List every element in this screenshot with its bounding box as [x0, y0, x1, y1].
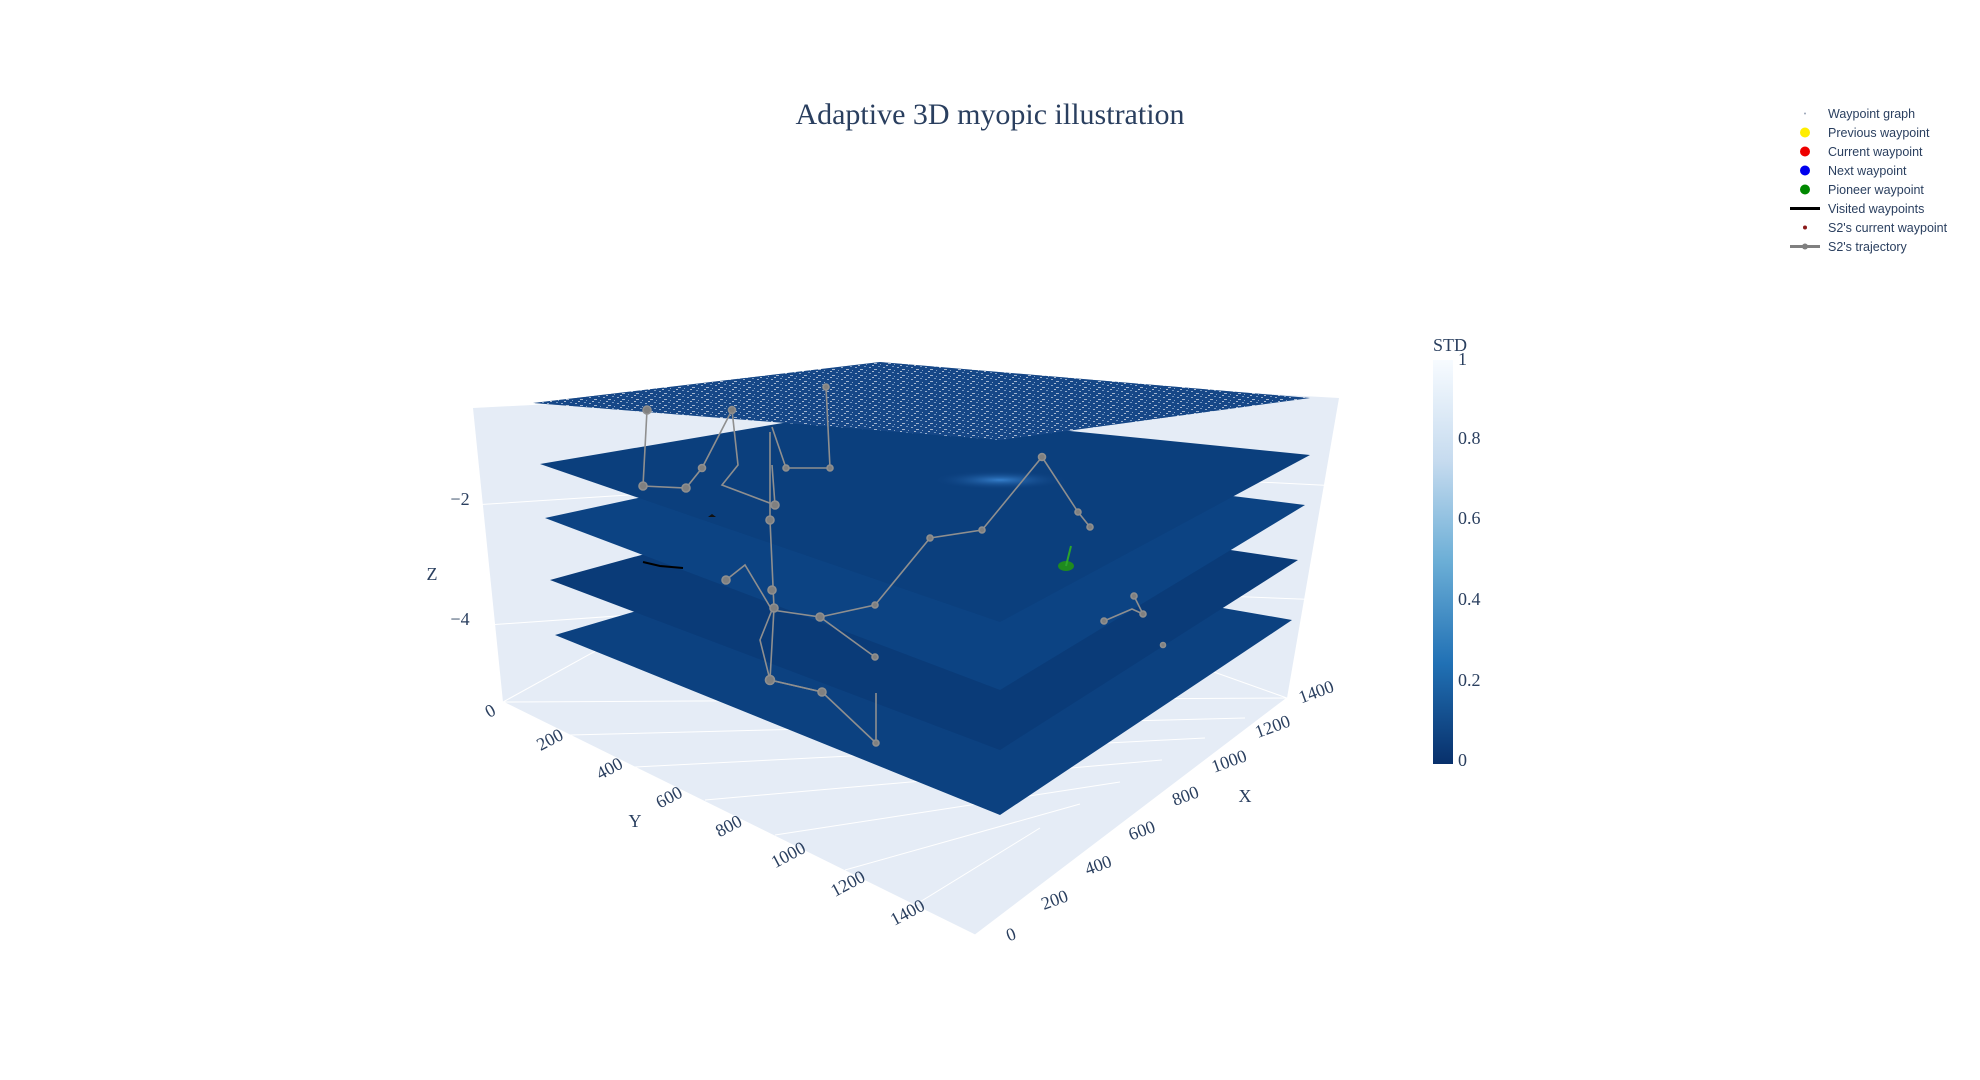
legend-label: Pioneer waypoint — [1828, 182, 1924, 197]
legend-label: Waypoint graph — [1828, 106, 1916, 121]
x-tick-label: 800 — [1169, 782, 1201, 810]
z-axis-title: Z — [427, 564, 438, 584]
colorbar — [1433, 360, 1453, 764]
legend-swatch — [1788, 161, 1822, 180]
colorbar-title: STD — [1433, 335, 1468, 355]
s2-trajectory — [638, 383, 1167, 747]
legend-item[interactable]: S2's trajectory — [1788, 237, 1947, 256]
pioneer-waypoint — [1058, 545, 1074, 571]
colorbar-tick: 0.6 — [1458, 508, 1481, 528]
legend-label: S2's current waypoint — [1828, 220, 1948, 235]
colorbar-tick: 0.8 — [1458, 428, 1481, 448]
x-tick-label: 200 — [1038, 886, 1070, 914]
chart-title: Adaptive 3D myopic illustration — [795, 98, 1185, 131]
legend-label: Previous waypoint — [1828, 125, 1930, 140]
x-tick-label: 400 — [1082, 851, 1114, 879]
legend-item[interactable]: Next waypoint — [1788, 161, 1947, 180]
x-axis-title: X — [1239, 786, 1252, 806]
x-tick-label: 600 — [1126, 816, 1158, 844]
colorbar-tick: 0 — [1458, 750, 1467, 770]
legend-swatch — [1788, 218, 1822, 237]
y-tick-label: 0 — [482, 700, 499, 722]
legend-label: S2's trajectory — [1828, 239, 1907, 254]
legend-swatch — [1788, 104, 1822, 123]
legend-swatch — [1788, 142, 1822, 161]
colorbar-tick: 1 — [1458, 349, 1467, 369]
z-tick-label: −4 — [450, 609, 469, 629]
legend-item[interactable]: S2's current waypoint — [1788, 218, 1947, 237]
legend-item[interactable]: Pioneer waypoint — [1788, 180, 1947, 199]
y-axis-title: Y — [629, 811, 642, 831]
colorbar-tick: 0.2 — [1458, 670, 1481, 690]
legend: Waypoint graph Previous waypoint Current… — [1788, 104, 1947, 256]
legend-label: Next waypoint — [1828, 163, 1907, 178]
colorbar-tick: 0.4 — [1458, 589, 1481, 609]
legend-item[interactable]: Previous waypoint — [1788, 123, 1947, 142]
x-tick-label: 0 — [1003, 923, 1018, 945]
legend-label: Current waypoint — [1828, 144, 1923, 159]
legend-swatch — [1788, 123, 1822, 142]
z-tick-label: −2 — [450, 489, 469, 509]
legend-swatch — [1788, 237, 1822, 256]
legend-label: Visited waypoints — [1828, 201, 1925, 216]
legend-item[interactable]: Visited waypoints — [1788, 199, 1947, 218]
legend-item[interactable]: Waypoint graph — [1788, 104, 1947, 123]
layer-stack — [533, 362, 1310, 815]
visited-waypoints — [642, 514, 716, 569]
legend-swatch — [1788, 180, 1822, 199]
x-tick-label: 1400 — [1296, 676, 1337, 707]
layer-z-2 — [540, 410, 1310, 622]
legend-swatch — [1788, 199, 1822, 218]
legend-item[interactable]: Current waypoint — [1788, 142, 1947, 161]
layer-z-1 — [533, 362, 1310, 440]
